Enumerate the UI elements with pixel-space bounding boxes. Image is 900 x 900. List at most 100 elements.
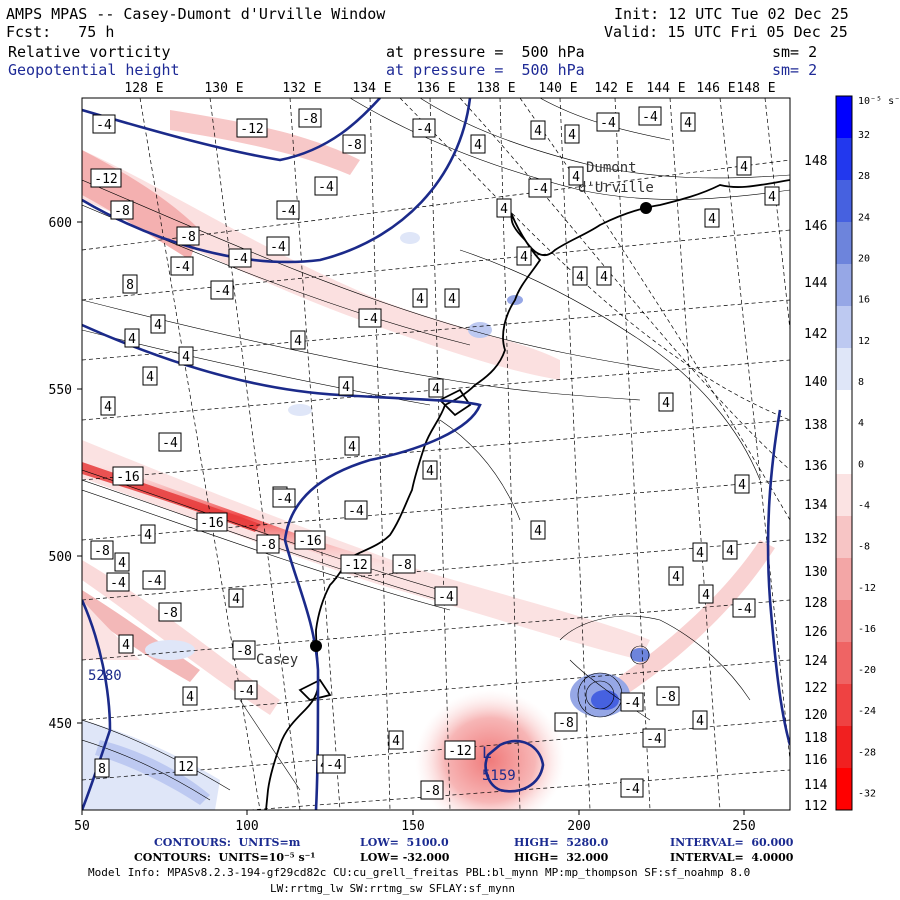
geopotential-height-contours xyxy=(82,98,790,810)
colorbar: 32 28 24 20 16 12 8 4 0 -4 -8 -12 -16 -20 -24 -28 -32 xyxy=(835,95,876,811)
svg-text:12: 12 xyxy=(178,760,194,775)
svg-text:8: 8 xyxy=(98,762,106,777)
svg-text:4: 4 xyxy=(186,690,194,705)
lon-label-right: 120 E xyxy=(804,708,843,723)
lon-label-right: 146 E xyxy=(804,219,843,234)
lon-label-right: 136 E xyxy=(804,459,843,474)
vort-label: -4 xyxy=(620,778,644,798)
vort-label: -12 xyxy=(90,168,122,188)
vort-label: -4 xyxy=(158,432,182,452)
vort-label: 4 xyxy=(530,520,546,540)
map-title: AMPS MPAS -- Casey-Dumont d'Urville Wind… xyxy=(6,5,386,23)
vort-label: 4 xyxy=(118,634,134,654)
footer-vort-high: HIGH= 32.000 xyxy=(514,851,609,864)
vort-label: 4 xyxy=(496,198,512,218)
colorbar-tick: 8 xyxy=(858,377,864,388)
svg-text:-4: -4 xyxy=(110,576,126,591)
svg-text:-8: -8 xyxy=(660,690,676,705)
svg-text:4: 4 xyxy=(708,212,716,227)
svg-text:-8: -8 xyxy=(236,644,252,659)
vort-label: 4 xyxy=(704,208,720,228)
svg-text:-4: -4 xyxy=(232,252,248,267)
colorbar-swatch xyxy=(836,96,852,138)
lon-label-top: 132 E xyxy=(282,81,321,96)
footer-height-interval: INTERVAL= 60.000 xyxy=(670,836,794,849)
svg-text:4: 4 xyxy=(154,318,162,333)
colorbar-swatch xyxy=(836,474,852,516)
lon-label-right: 134 E xyxy=(804,498,843,513)
svg-text:4: 4 xyxy=(128,332,136,347)
svg-text:4: 4 xyxy=(432,382,440,397)
vort-label: -4 xyxy=(272,488,296,508)
vort-label: -4 xyxy=(412,118,436,138)
colorbar-unit: 10⁻⁵ s⁻¹ xyxy=(858,96,900,107)
colorbar-tick: 28 xyxy=(858,171,870,182)
y-tick-label: 550 xyxy=(49,383,72,398)
colorbar-swatch xyxy=(836,180,852,222)
svg-text:-8: -8 xyxy=(346,138,362,153)
vort-label: 4 xyxy=(412,288,428,308)
svg-text:-8: -8 xyxy=(396,558,412,573)
svg-text:-16: -16 xyxy=(116,470,139,485)
colorbar-tick: 4 xyxy=(858,418,864,429)
footer-vort-low: LOW= -32.000 xyxy=(360,851,450,864)
svg-text:-4: -4 xyxy=(96,118,112,133)
svg-text:-4: -4 xyxy=(438,590,454,605)
field1-level: at pressure = 500 hPa xyxy=(386,43,585,61)
svg-text:4: 4 xyxy=(740,160,748,175)
vort-label: 4 xyxy=(150,314,166,334)
svg-text:8: 8 xyxy=(126,278,134,293)
vort-label: 4 xyxy=(698,584,714,604)
svg-text:-4: -4 xyxy=(238,684,254,699)
vort-label: 4 xyxy=(182,686,198,706)
svg-text:-4: -4 xyxy=(326,758,342,773)
latlon-grid xyxy=(82,98,790,810)
svg-text:4: 4 xyxy=(702,588,710,603)
svg-text:-4: -4 xyxy=(646,732,662,747)
colorbar-tick: 16 xyxy=(858,295,870,306)
station-casey: Casey xyxy=(256,640,322,668)
lon-label-right: 132 E xyxy=(804,532,843,547)
vort-label: 4 xyxy=(290,330,306,350)
svg-text:-4: -4 xyxy=(348,504,364,519)
y-axis-ticks: 600 550 500 450 xyxy=(49,216,82,732)
vort-label: -4 xyxy=(620,692,644,712)
svg-text:4: 4 xyxy=(392,734,400,749)
vort-label: -4 xyxy=(322,754,346,774)
vort-label: -4 xyxy=(528,178,552,198)
colorbar-swatch xyxy=(836,600,852,642)
svg-text:4: 4 xyxy=(568,128,576,143)
svg-text:d'Urville: d'Urville xyxy=(578,180,654,196)
svg-text:4: 4 xyxy=(662,396,670,411)
svg-text:4: 4 xyxy=(534,124,542,139)
svg-text:4: 4 xyxy=(232,592,240,607)
svg-text:-4: -4 xyxy=(214,284,230,299)
vort-label: 4 xyxy=(338,376,354,396)
vort-label: 4 xyxy=(734,474,750,494)
svg-text:4: 4 xyxy=(696,546,704,561)
svg-text:-12: -12 xyxy=(344,558,367,573)
svg-text:-8: -8 xyxy=(424,784,440,799)
vort-label: -4 xyxy=(344,500,368,520)
vort-label: -8 xyxy=(554,712,578,732)
vort-label: -8 xyxy=(232,640,256,660)
colorbar-tick: -24 xyxy=(858,706,876,717)
valid-time: Valid: 15 UTC Fri 05 Dec 25 xyxy=(604,23,848,41)
vort-label: 4 xyxy=(596,266,612,286)
vort-label: -4 xyxy=(106,572,130,592)
vort-label: 12 xyxy=(174,756,198,776)
map-frame xyxy=(81,97,791,811)
vort-label: 8 xyxy=(122,274,138,294)
lon-label-right: 130 E xyxy=(804,565,843,580)
vort-label: 4 xyxy=(444,288,460,308)
vort-label: 4 xyxy=(428,378,444,398)
colorbar-swatch xyxy=(836,138,852,180)
vort-label: -8 xyxy=(176,226,200,246)
lon-label-top: 130 E xyxy=(204,81,243,96)
svg-text:-4: -4 xyxy=(736,602,752,617)
vort-label: -4 xyxy=(276,200,300,220)
lon-label-top: 142 E xyxy=(594,81,633,96)
vort-label: 4 xyxy=(658,392,674,412)
svg-text:-12: -12 xyxy=(448,744,471,759)
